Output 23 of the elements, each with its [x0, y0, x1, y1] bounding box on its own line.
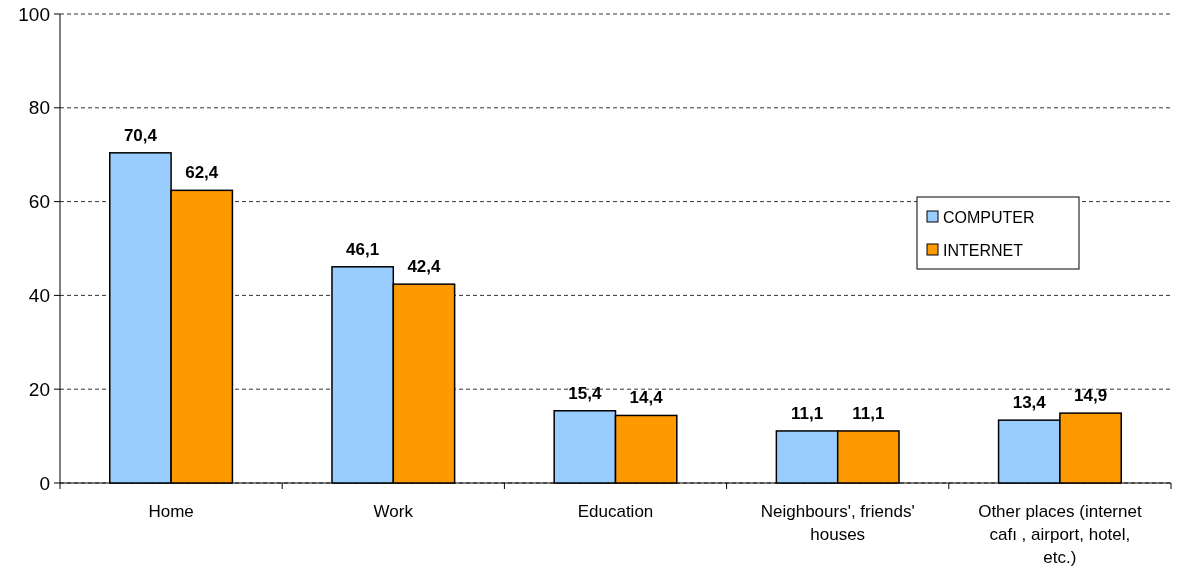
y-tick-label: 20: [28, 378, 50, 400]
data-label: 42,4: [407, 257, 442, 277]
y-tick-label: 80: [28, 97, 50, 119]
legend-label: INTERNET: [943, 241, 1024, 259]
data-label: 15,4: [568, 383, 602, 403]
y-tick-label: 0: [39, 472, 50, 494]
x-tick-label: Work: [373, 502, 414, 521]
data-label: 46,1: [346, 239, 380, 259]
x-tick-label: Home: [148, 502, 194, 521]
y-tick-label: 40: [28, 285, 50, 307]
y-tick-label: 60: [28, 191, 50, 213]
x-tick-label: Other places (internet cafı , airport, hotel, etc.): [978, 502, 1142, 567]
x-tick-label: Neighbours', friends' houses: [760, 502, 915, 544]
y-tick-label: 100: [18, 3, 50, 25]
data-label: 11,1: [852, 403, 885, 423]
data-label: 14,4: [629, 388, 664, 408]
legend-label: COMPUTER: [943, 208, 1035, 226]
x-tick-label: Education: [577, 502, 654, 521]
data-label: 70,4: [123, 125, 158, 145]
data-label: 14,9: [1074, 386, 1108, 406]
data-label: 13,4: [1012, 393, 1047, 413]
data-label: 62,4: [185, 163, 219, 183]
data-label: 11,1: [790, 403, 824, 423]
